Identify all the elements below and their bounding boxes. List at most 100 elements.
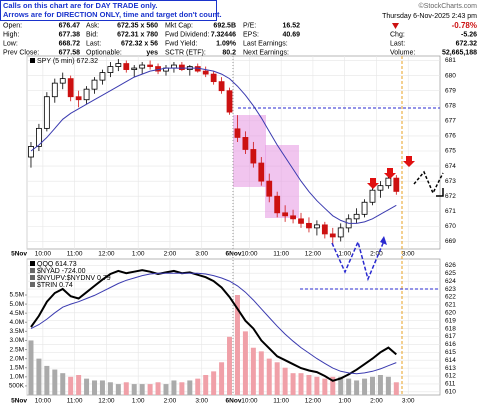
volume-bar bbox=[99, 380, 105, 395]
legend-entry: $NYUPV:$NYDNV 0.79 bbox=[37, 275, 111, 282]
volume-bar bbox=[338, 376, 344, 395]
candle-body bbox=[369, 189, 376, 203]
pct-change: -0.78% bbox=[452, 21, 477, 30]
candle-body bbox=[139, 64, 146, 69]
volume-tick-label: 3.5M bbox=[10, 328, 24, 335]
candle-body bbox=[234, 128, 241, 138]
down-arrow bbox=[384, 168, 396, 179]
candle-body bbox=[226, 90, 233, 113]
header: Open: 676.47 High: 677.38 Low: 668.72 Prev Clo… bbox=[3, 22, 477, 56]
volume-tick-label: 5.5M bbox=[10, 292, 24, 299]
volume-bar bbox=[266, 358, 272, 395]
note-line: Arrows are for DIRECTION ONLY, time and … bbox=[3, 10, 222, 19]
stat-value: 40.69 bbox=[282, 31, 300, 38]
candle-body bbox=[91, 79, 98, 90]
legend-swatch bbox=[30, 58, 35, 63]
x-tick-label: 6Nov bbox=[226, 251, 242, 258]
stat-label: High: bbox=[3, 31, 19, 38]
stat-value: 672.31 x 780 bbox=[117, 31, 158, 38]
x-tick-label: 11:00 bbox=[67, 251, 83, 258]
stat-value: 692.5B bbox=[213, 22, 236, 29]
volume-bar bbox=[354, 380, 360, 395]
y-tick-label: 681 bbox=[445, 57, 456, 64]
candle-body bbox=[218, 81, 225, 92]
candle-body bbox=[321, 224, 328, 235]
candle-body bbox=[51, 82, 58, 98]
volume-tick-label: 2.5M bbox=[10, 346, 24, 353]
stat-label: SCTR (ETF): bbox=[165, 49, 206, 56]
candle-body bbox=[178, 64, 185, 70]
candle-body bbox=[377, 185, 384, 191]
x-tick-label: 11:00 bbox=[273, 251, 289, 258]
projection-arrow bbox=[331, 239, 385, 282]
volume-bar bbox=[187, 380, 193, 395]
candle-body bbox=[59, 78, 66, 84]
stat-value: -5.26 bbox=[461, 31, 477, 38]
y-tick-label: 617 bbox=[445, 333, 456, 340]
down-arrows bbox=[367, 156, 415, 189]
volume-bar bbox=[211, 371, 217, 395]
volume-bar bbox=[393, 382, 399, 395]
stat-value: 672.35 x 560 bbox=[117, 22, 158, 29]
volume-bar bbox=[28, 340, 34, 395]
candle-body bbox=[115, 63, 122, 67]
volume-bar bbox=[242, 331, 248, 395]
copyright: ©StockCharts.com bbox=[419, 2, 478, 10]
y-tick-label: 613 bbox=[445, 365, 456, 372]
stat-value: 1.09% bbox=[216, 40, 237, 47]
candle-body bbox=[210, 73, 217, 83]
y-tick-label: 626 bbox=[445, 262, 456, 269]
volume-bar bbox=[195, 378, 201, 395]
stat-value: 676.47 bbox=[59, 22, 81, 29]
volume-bar bbox=[203, 375, 209, 395]
legend-swatch bbox=[30, 268, 35, 273]
volume-bar bbox=[115, 384, 121, 395]
x-tick-label: 10:00 bbox=[35, 251, 52, 258]
x-tick-label: 2:00 bbox=[164, 251, 177, 258]
candle-body bbox=[282, 212, 289, 217]
volume-bar bbox=[369, 376, 375, 395]
x-tick-label: 12:00 bbox=[98, 398, 115, 405]
volume-tick-label: 2.0M bbox=[10, 355, 24, 362]
date: Thursday 6-Nov-2025 2:43 pm bbox=[382, 13, 477, 20]
down-arrow bbox=[367, 178, 379, 189]
candle-body bbox=[306, 222, 312, 229]
volume-bar bbox=[306, 375, 312, 395]
volume-bar bbox=[234, 295, 240, 395]
volume-bar bbox=[250, 347, 256, 395]
x-tick-label: 10:00 bbox=[241, 251, 258, 258]
x-tick-label: 1:00 bbox=[132, 251, 145, 258]
volume-bar bbox=[52, 369, 58, 395]
x-tick-label: 3:00 bbox=[195, 398, 208, 405]
y-tick-label: 611 bbox=[445, 381, 456, 388]
volume-bar bbox=[92, 380, 98, 395]
stat-label: Chg: bbox=[390, 31, 405, 38]
note-box bbox=[0, 0, 217, 21]
y-tick-label: 670 bbox=[445, 223, 456, 230]
candle-body bbox=[36, 127, 42, 147]
legend-swatch bbox=[30, 282, 35, 287]
volume-bar bbox=[68, 376, 74, 395]
volume-bar bbox=[171, 380, 177, 395]
stat-label: Next Earnings: bbox=[243, 49, 289, 56]
stat-value: 677.38 bbox=[59, 31, 81, 38]
y-tick-label: 625 bbox=[445, 270, 456, 277]
candle-body bbox=[385, 177, 392, 187]
candle-body bbox=[337, 227, 344, 238]
legend-entry: QQQ 614.73 bbox=[37, 261, 77, 268]
y-tick-label: 612 bbox=[445, 373, 456, 380]
volume-tick-label: 5.0M bbox=[10, 301, 24, 308]
x-tick-label: 3:00 bbox=[195, 251, 208, 258]
stat-label: Bid: bbox=[86, 31, 98, 38]
stat-value: yes bbox=[146, 49, 158, 56]
y-tick-label: 618 bbox=[445, 325, 456, 332]
x-tick-label: 3:00 bbox=[402, 251, 415, 258]
candle-body bbox=[67, 78, 74, 98]
x-tick-label: 1:00 bbox=[338, 251, 351, 258]
projection-arrow bbox=[413, 170, 444, 195]
x-tick-label: 6Nov bbox=[226, 398, 242, 405]
x-tick-label: 10:00 bbox=[241, 398, 258, 405]
stat-value: 80.2 bbox=[222, 49, 236, 56]
down-arrow bbox=[403, 156, 415, 167]
